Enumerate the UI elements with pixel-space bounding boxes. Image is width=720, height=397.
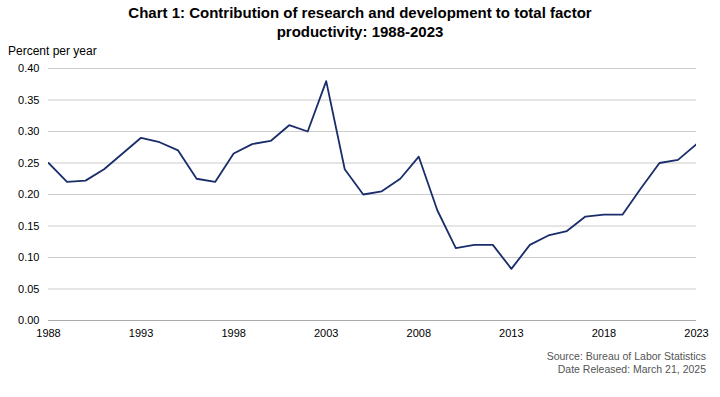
svg-text:2013: 2013	[499, 327, 523, 339]
svg-text:1998: 1998	[221, 327, 245, 339]
svg-text:1993: 1993	[129, 327, 153, 339]
html-text:Chart 1: Contribution of resea: Chart 1: Contribution of research and de…	[128, 4, 592, 40]
svg-text:2023: 2023	[684, 327, 708, 339]
svg-text:1988: 1988	[36, 327, 60, 339]
svg-text:0.00: 0.00	[18, 314, 39, 326]
svg-text:0.35: 0.35	[18, 93, 39, 105]
svg-text:0.10: 0.10	[18, 251, 39, 263]
svg-text:0.30: 0.30	[18, 125, 39, 137]
svg-text:2018: 2018	[592, 327, 616, 339]
html-text:Percent per year: Percent per year	[8, 43, 97, 58]
svg-text:0.25: 0.25	[18, 156, 39, 168]
svg-text:0.40: 0.40	[18, 62, 39, 74]
svg-text:0.05: 0.05	[18, 282, 39, 294]
svg-text:2003: 2003	[314, 327, 338, 339]
svg-text:0.20: 0.20	[18, 188, 39, 200]
svg-text:0.15: 0.15	[18, 219, 39, 231]
svg-text:2008: 2008	[407, 327, 431, 339]
html-text:Source: Bureau of Labor Statis: Source: Bureau of Labor Statistics Date …	[546, 349, 706, 375]
